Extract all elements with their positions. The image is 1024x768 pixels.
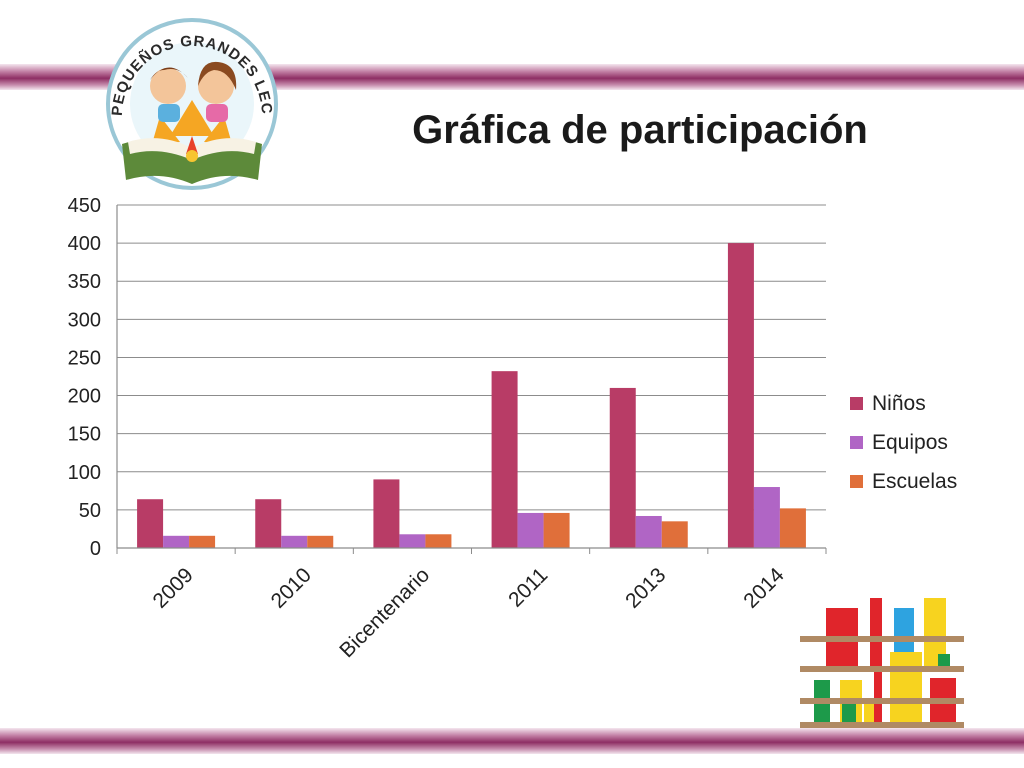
bar-equipos-2011 [517, 512, 544, 548]
bar-escuelas-2010 [307, 535, 334, 548]
x-tick-label: 2014 [739, 563, 789, 613]
bookshelf-illustration [800, 598, 964, 728]
x-tick-label: Bicentenario [335, 563, 434, 662]
y-tick-label: 250 [68, 347, 101, 369]
chart-legend: Niños Equipos Escuelas [850, 384, 957, 501]
y-tick-label: 150 [68, 424, 101, 446]
bar-niños-2013 [609, 387, 636, 548]
pequenos-grandes-lectores-logo: PEQUEÑOS GRANDES LECTORES [100, 4, 278, 190]
x-tick-label: 2013 [621, 563, 670, 612]
y-tick-label: 200 [68, 386, 101, 408]
y-tick-label: 400 [68, 233, 101, 255]
bar-niños-bicentenario [373, 479, 400, 548]
legend-label-ninos: Niños [872, 391, 926, 415]
bars [137, 243, 806, 548]
axes [116, 205, 827, 554]
legend-swatch-ninos [850, 397, 863, 410]
bar-niños-2014 [727, 243, 754, 548]
legend-item-equipos: Equipos [850, 423, 957, 462]
bar-escuelas-2009 [189, 535, 216, 548]
slide-title: Gráfica de participación [412, 108, 868, 152]
bar-equipos-bicentenario [399, 534, 426, 548]
legend-item-ninos: Niños [850, 384, 957, 423]
y-tick-label: 100 [68, 462, 101, 484]
bar-equipos-2010 [281, 535, 308, 548]
legend-item-escuelas: Escuelas [850, 462, 957, 501]
x-tick-label: 2011 [504, 563, 552, 611]
bar-escuelas-bicentenario [425, 534, 452, 548]
bar-niños-2010 [255, 499, 282, 548]
bar-niños-2009 [137, 499, 164, 548]
x-tick-label: 2010 [267, 563, 316, 612]
bottom-decorative-band [0, 728, 1024, 754]
bar-escuelas-2011 [543, 512, 570, 548]
legend-label-escuelas: Escuelas [872, 469, 958, 493]
bar-equipos-2009 [163, 535, 190, 548]
y-tick-label: 300 [68, 309, 101, 331]
legend-swatch-escuelas [850, 475, 863, 488]
legend-label-equipos: Equipos [872, 430, 948, 454]
gridlines [117, 204, 826, 511]
y-tick-labels: 0 50 100 150 200 250 300 350 400 450 [68, 195, 101, 560]
legend-swatch-equipos [850, 436, 863, 449]
bar-equipos-2013 [635, 515, 662, 548]
y-tick-label: 50 [79, 500, 101, 522]
y-tick-label: 350 [68, 271, 101, 293]
bar-equipos-2014 [753, 487, 780, 548]
bar-escuelas-2013 [661, 521, 688, 548]
bar-niños-2011 [491, 371, 518, 548]
y-tick-label: 450 [68, 195, 101, 217]
x-tick-labels: 2009 2010 Bicentenario 2011 2013 2014 [149, 563, 789, 662]
bar-escuelas-2014 [779, 508, 806, 548]
x-tick-label: 2009 [149, 563, 198, 612]
y-tick-label: 0 [90, 538, 101, 560]
